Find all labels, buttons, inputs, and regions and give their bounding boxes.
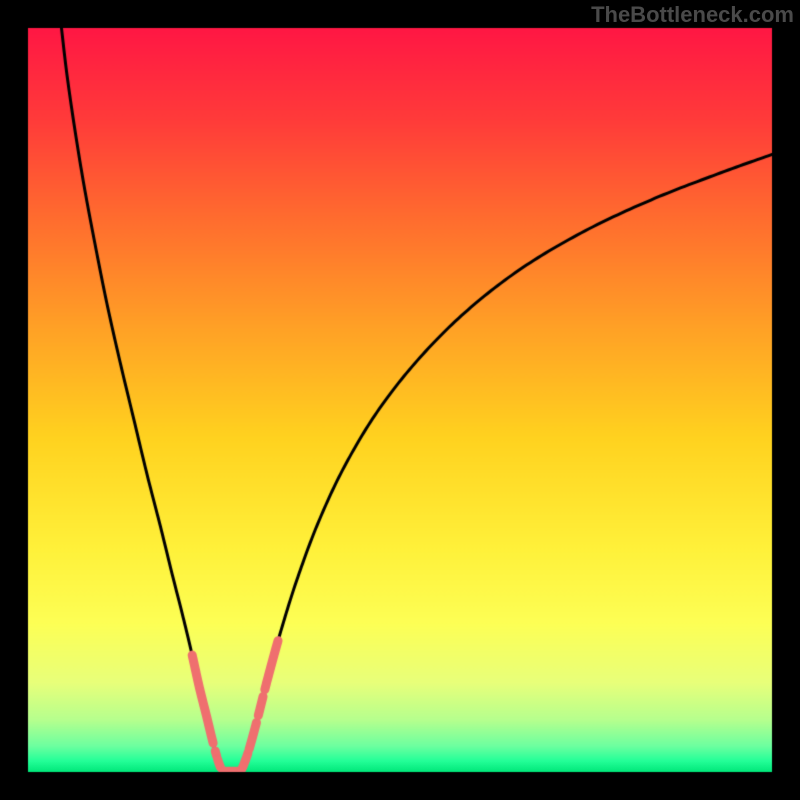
bottleneck-canvas	[0, 0, 800, 800]
watermark-text: TheBottleneck.com	[591, 2, 794, 28]
chart-stage: TheBottleneck.com	[0, 0, 800, 800]
